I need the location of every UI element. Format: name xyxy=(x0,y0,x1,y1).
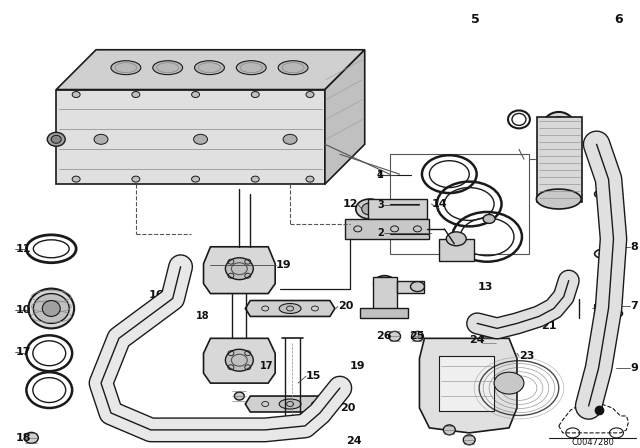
Ellipse shape xyxy=(193,134,207,144)
Ellipse shape xyxy=(412,332,424,341)
Text: 9: 9 xyxy=(630,363,638,373)
Bar xyxy=(537,117,582,202)
Text: 4: 4 xyxy=(377,170,383,180)
Bar xyxy=(390,154,529,254)
Ellipse shape xyxy=(132,176,140,182)
Ellipse shape xyxy=(225,349,253,371)
Text: 7: 7 xyxy=(630,302,638,311)
Text: 5: 5 xyxy=(471,13,479,26)
Polygon shape xyxy=(204,247,275,293)
Ellipse shape xyxy=(28,289,74,328)
Text: 19: 19 xyxy=(276,260,292,270)
Polygon shape xyxy=(56,50,365,90)
Text: 16: 16 xyxy=(148,289,164,300)
Text: 20: 20 xyxy=(340,403,355,413)
Ellipse shape xyxy=(252,176,259,182)
Text: 18: 18 xyxy=(196,311,209,322)
Ellipse shape xyxy=(234,392,244,400)
Text: 26: 26 xyxy=(376,332,392,341)
Text: 19: 19 xyxy=(350,361,365,371)
Polygon shape xyxy=(245,396,335,412)
Ellipse shape xyxy=(598,178,614,190)
Text: 22: 22 xyxy=(598,302,614,311)
Ellipse shape xyxy=(153,60,182,75)
Text: 17: 17 xyxy=(15,347,31,357)
Ellipse shape xyxy=(483,215,495,224)
Ellipse shape xyxy=(279,399,301,409)
Bar xyxy=(372,277,397,311)
Ellipse shape xyxy=(547,117,572,142)
Polygon shape xyxy=(204,338,275,383)
Polygon shape xyxy=(419,338,517,433)
Ellipse shape xyxy=(24,432,38,444)
Ellipse shape xyxy=(285,419,295,427)
Bar xyxy=(439,239,474,261)
Polygon shape xyxy=(56,90,325,184)
Ellipse shape xyxy=(536,189,581,209)
Ellipse shape xyxy=(463,435,475,445)
Text: 24: 24 xyxy=(469,336,485,345)
Ellipse shape xyxy=(47,132,65,146)
Text: 10: 10 xyxy=(15,306,31,315)
Text: 2: 2 xyxy=(377,228,383,238)
Ellipse shape xyxy=(362,203,378,215)
Text: 21: 21 xyxy=(541,321,556,332)
Text: C0047280: C0047280 xyxy=(571,438,614,447)
Ellipse shape xyxy=(225,258,253,280)
Ellipse shape xyxy=(72,176,80,182)
Bar xyxy=(397,280,424,293)
Ellipse shape xyxy=(236,60,266,75)
Text: 15: 15 xyxy=(306,371,321,381)
Ellipse shape xyxy=(132,91,140,98)
Bar xyxy=(368,199,428,219)
Bar xyxy=(439,356,494,411)
Polygon shape xyxy=(345,219,429,239)
Text: 20: 20 xyxy=(338,302,353,311)
Text: 17: 17 xyxy=(260,361,274,371)
Ellipse shape xyxy=(191,176,200,182)
Ellipse shape xyxy=(378,279,392,289)
Ellipse shape xyxy=(252,91,259,98)
Text: 14: 14 xyxy=(431,199,447,209)
Polygon shape xyxy=(360,309,408,319)
Text: 3: 3 xyxy=(377,200,383,210)
Ellipse shape xyxy=(33,293,69,323)
Polygon shape xyxy=(245,301,335,316)
Text: 8: 8 xyxy=(630,242,638,252)
Text: 11: 11 xyxy=(15,244,31,254)
Ellipse shape xyxy=(356,199,383,219)
Ellipse shape xyxy=(195,60,225,75)
Ellipse shape xyxy=(279,303,301,314)
Ellipse shape xyxy=(111,60,141,75)
Ellipse shape xyxy=(51,135,61,143)
Text: 25: 25 xyxy=(410,332,425,341)
Ellipse shape xyxy=(306,91,314,98)
Ellipse shape xyxy=(283,134,297,144)
Polygon shape xyxy=(325,50,365,184)
Text: 6: 6 xyxy=(614,13,623,26)
Text: 12: 12 xyxy=(342,199,358,209)
Ellipse shape xyxy=(388,332,401,341)
Text: 24: 24 xyxy=(346,436,362,446)
Ellipse shape xyxy=(114,418,128,428)
Ellipse shape xyxy=(410,282,424,292)
Text: 23: 23 xyxy=(519,351,534,361)
Ellipse shape xyxy=(494,372,524,394)
Ellipse shape xyxy=(446,232,466,246)
Ellipse shape xyxy=(72,91,80,98)
Ellipse shape xyxy=(444,425,455,435)
Ellipse shape xyxy=(42,301,60,316)
Ellipse shape xyxy=(541,112,576,147)
Ellipse shape xyxy=(483,333,495,343)
Ellipse shape xyxy=(306,176,314,182)
Ellipse shape xyxy=(374,276,396,292)
Ellipse shape xyxy=(94,134,108,144)
Text: 18: 18 xyxy=(15,433,31,443)
Text: 13: 13 xyxy=(477,282,493,292)
Ellipse shape xyxy=(191,91,200,98)
Ellipse shape xyxy=(278,60,308,75)
Text: 1: 1 xyxy=(377,170,383,180)
